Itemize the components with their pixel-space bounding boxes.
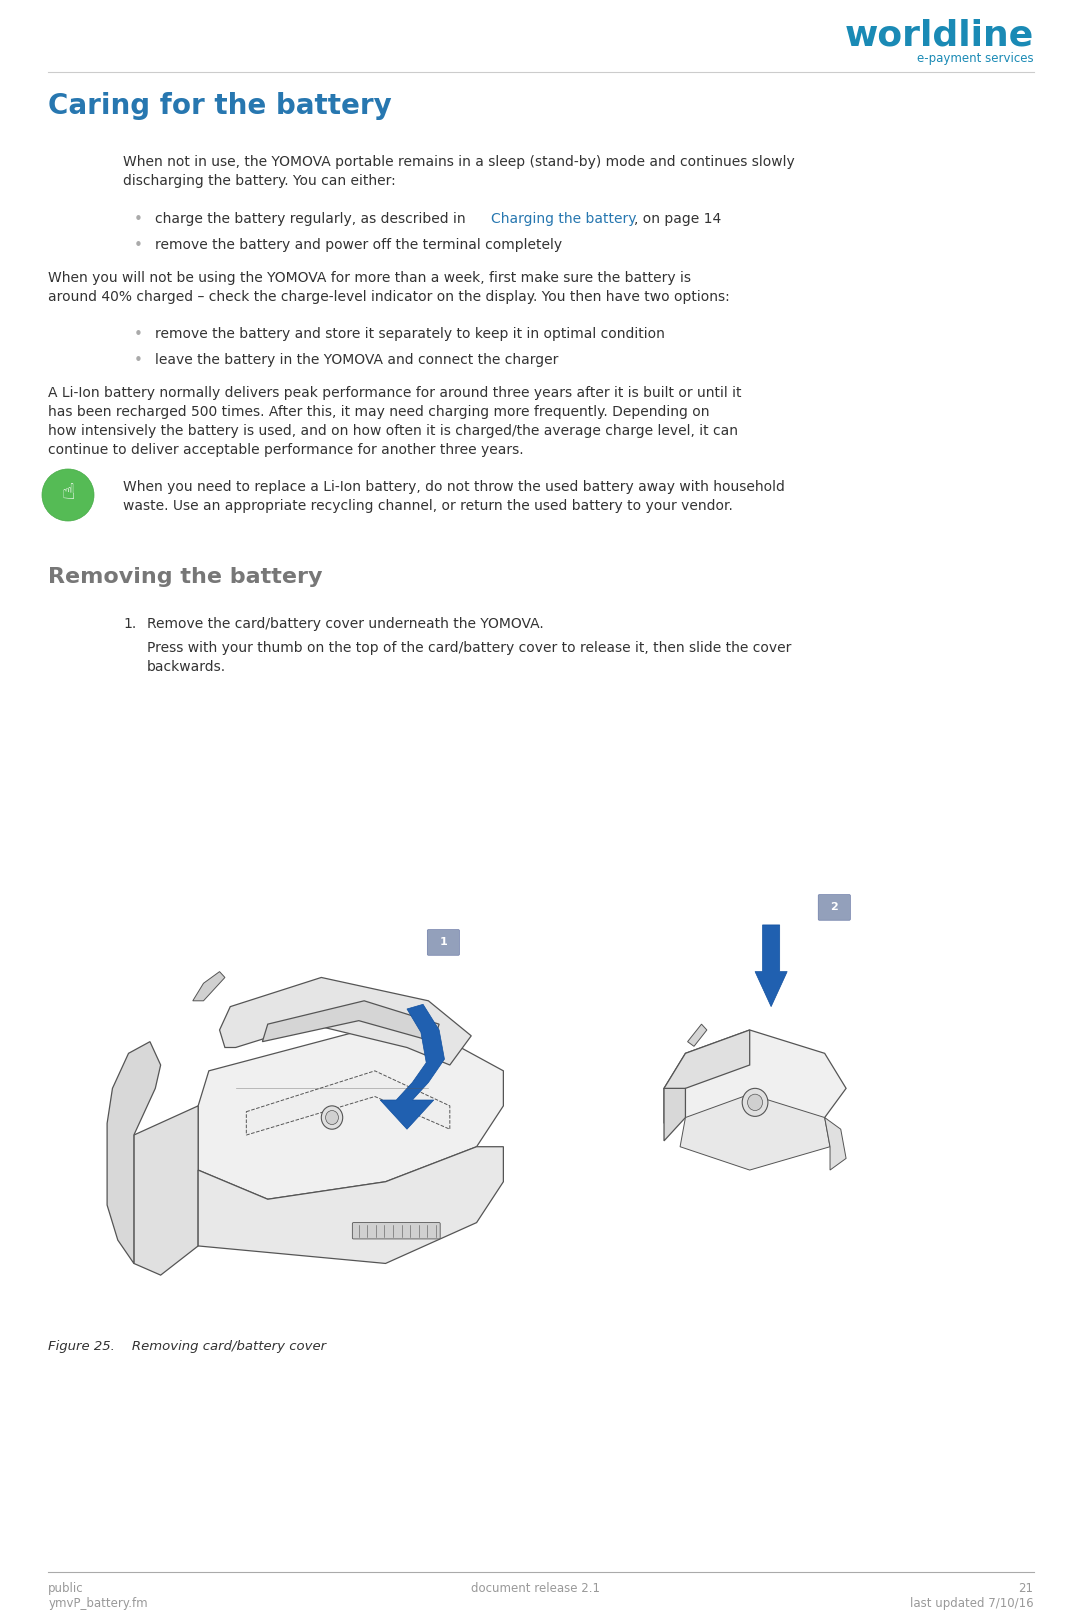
Text: 2: 2 xyxy=(830,902,839,913)
FancyBboxPatch shape xyxy=(818,895,850,921)
Text: •: • xyxy=(133,239,142,253)
Circle shape xyxy=(742,1089,768,1116)
Polygon shape xyxy=(246,1071,450,1136)
FancyBboxPatch shape xyxy=(427,929,459,955)
Polygon shape xyxy=(198,1147,503,1263)
Text: Removing the battery: Removing the battery xyxy=(48,568,322,587)
Text: Remove the card/battery cover underneath the YOMOVA.: Remove the card/battery cover underneath… xyxy=(147,618,544,631)
Circle shape xyxy=(321,1107,343,1129)
Text: Press with your thumb on the top of the card/battery cover to release it, then s: Press with your thumb on the top of the … xyxy=(147,640,791,674)
Polygon shape xyxy=(664,1089,685,1140)
Polygon shape xyxy=(193,971,225,1000)
Text: Caring for the battery: Caring for the battery xyxy=(48,92,392,119)
Text: worldline: worldline xyxy=(844,18,1034,52)
Text: •: • xyxy=(133,327,142,342)
Text: document release 2.1: document release 2.1 xyxy=(471,1582,600,1595)
Polygon shape xyxy=(825,1118,846,1169)
Polygon shape xyxy=(107,1042,161,1263)
Text: When you will not be using the YOMOVA for more than a week, first make sure the : When you will not be using the YOMOVA fo… xyxy=(48,271,730,303)
Circle shape xyxy=(42,469,94,521)
Polygon shape xyxy=(220,977,471,1065)
Text: public: public xyxy=(48,1582,84,1595)
Polygon shape xyxy=(134,1107,198,1276)
Text: When not in use, the YOMOVA portable remains in a sleep (stand-by) mode and cont: When not in use, the YOMOVA portable rem… xyxy=(123,155,795,189)
Text: charge the battery regularly, as described in: charge the battery regularly, as describ… xyxy=(155,211,470,226)
Polygon shape xyxy=(664,1031,846,1140)
Text: remove the battery and power off the terminal completely: remove the battery and power off the ter… xyxy=(155,239,562,252)
Polygon shape xyxy=(664,1031,750,1123)
Polygon shape xyxy=(380,1005,444,1129)
Polygon shape xyxy=(755,924,787,1007)
FancyBboxPatch shape xyxy=(352,1223,440,1239)
Polygon shape xyxy=(680,1094,830,1169)
Text: e-payment services: e-payment services xyxy=(917,52,1034,65)
Text: •: • xyxy=(133,211,142,227)
Circle shape xyxy=(748,1094,763,1110)
Text: remove the battery and store it separately to keep it in optimal condition: remove the battery and store it separate… xyxy=(155,327,665,340)
Text: leave the battery in the YOMOVA and connect the charger: leave the battery in the YOMOVA and conn… xyxy=(155,353,559,368)
Text: •: • xyxy=(133,353,142,368)
Text: ymvP_battery.fm: ymvP_battery.fm xyxy=(48,1597,148,1610)
Polygon shape xyxy=(262,1000,439,1042)
Text: 21: 21 xyxy=(1019,1582,1034,1595)
Text: When you need to replace a Li-Ion battery, do not throw the used battery away wi: When you need to replace a Li-Ion batter… xyxy=(123,481,785,513)
Text: Figure 25.    Removing card/battery cover: Figure 25. Removing card/battery cover xyxy=(48,1340,327,1353)
Text: 1: 1 xyxy=(439,937,448,947)
Polygon shape xyxy=(198,1018,503,1198)
Text: last updated 7/10/16: last updated 7/10/16 xyxy=(910,1597,1034,1610)
Text: Charging the battery: Charging the battery xyxy=(492,211,637,226)
Text: , on page 14: , on page 14 xyxy=(634,211,722,226)
Circle shape xyxy=(326,1110,338,1124)
Text: ☝: ☝ xyxy=(61,482,75,503)
Text: 1.: 1. xyxy=(123,618,136,631)
Polygon shape xyxy=(688,1024,707,1047)
Text: A Li-Ion battery normally delivers peak performance for around three years after: A Li-Ion battery normally delivers peak … xyxy=(48,386,742,456)
